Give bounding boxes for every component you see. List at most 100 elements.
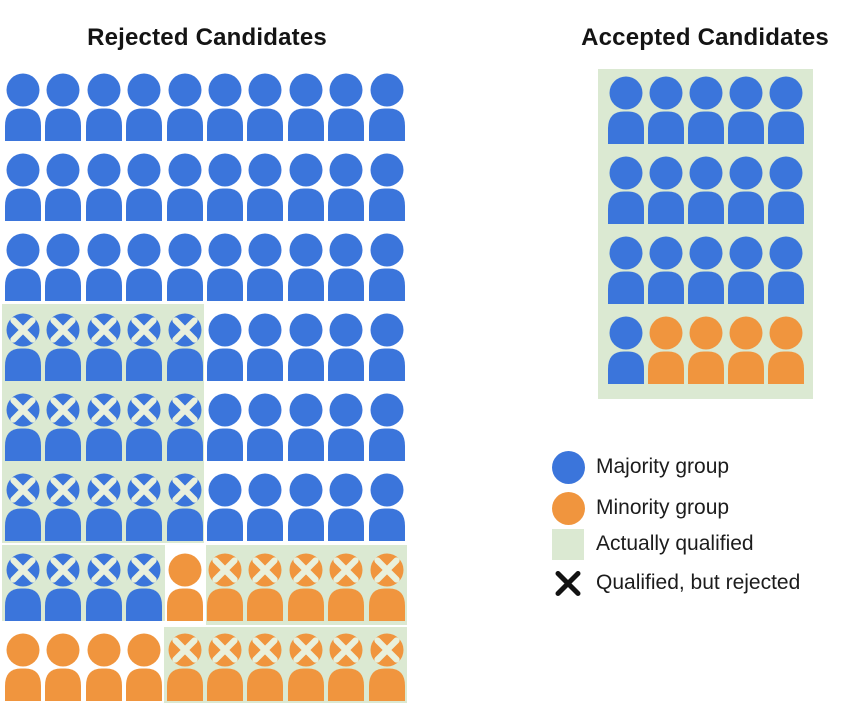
person-majority-icon [327, 393, 365, 461]
rejected-chart-title: Rejected Candidates [87, 24, 327, 51]
person-minority-x-icon [287, 633, 325, 701]
person-majority-icon [647, 156, 685, 224]
person-minority-icon [647, 316, 685, 384]
person-majority-icon [125, 233, 163, 301]
person-majority-icon [607, 316, 645, 384]
person-minority-icon [166, 553, 204, 621]
person-majority-x-icon [44, 553, 82, 621]
majority-group-swatch-icon [552, 450, 585, 484]
person-majority-icon [206, 313, 244, 381]
person-majority-icon [727, 236, 765, 304]
person-majority-x-icon [125, 313, 163, 381]
person-majority-x-icon [85, 473, 123, 541]
person-majority-x-icon [125, 553, 163, 621]
person-minority-x-icon [166, 633, 204, 701]
person-majority-icon [287, 153, 325, 221]
person-majority-icon [607, 156, 645, 224]
person-majority-icon [368, 73, 406, 141]
person-minority-x-icon [206, 553, 244, 621]
person-majority-x-icon [4, 393, 42, 461]
person-majority-icon [44, 233, 82, 301]
person-majority-x-icon [85, 313, 123, 381]
person-majority-icon [767, 156, 805, 224]
person-majority-icon [206, 393, 244, 461]
person-majority-icon [85, 153, 123, 221]
legend-label-majority: Majority group [596, 455, 730, 478]
person-majority-icon [687, 76, 725, 144]
actually-qualified-swatch-icon [552, 528, 584, 560]
person-majority-icon [166, 73, 204, 141]
person-majority-icon [607, 76, 645, 144]
person-majority-icon [327, 73, 365, 141]
person-majority-icon [85, 233, 123, 301]
person-majority-icon [246, 73, 284, 141]
person-majority-icon [44, 153, 82, 221]
person-majority-icon [85, 73, 123, 141]
person-majority-icon [327, 153, 365, 221]
legend-item-rejected-x: Qualified, but rejected [552, 566, 800, 600]
person-minority-icon [767, 316, 805, 384]
person-majority-icon [166, 233, 204, 301]
person-minority-icon [4, 633, 42, 701]
person-minority-x-icon [246, 633, 284, 701]
person-majority-icon [4, 73, 42, 141]
x-mark-icon [555, 570, 581, 596]
minority-group-swatch-icon [552, 491, 585, 525]
person-majority-icon [44, 73, 82, 141]
person-minority-x-icon [327, 553, 365, 621]
legend-label-rejected-x: Qualified, but rejected [596, 571, 801, 594]
person-majority-icon [287, 73, 325, 141]
person-majority-x-icon [44, 473, 82, 541]
person-minority-x-icon [327, 633, 365, 701]
person-majority-icon [246, 153, 284, 221]
person-majority-x-icon [44, 313, 82, 381]
person-majority-icon [246, 393, 284, 461]
person-majority-icon [246, 313, 284, 381]
person-majority-icon [327, 313, 365, 381]
person-majority-icon [166, 153, 204, 221]
qualified-zone [164, 627, 407, 703]
legend-item-majority: Majority group [552, 450, 729, 484]
person-majority-x-icon [125, 473, 163, 541]
person-majority-x-icon [44, 393, 82, 461]
person-majority-icon [368, 233, 406, 301]
person-majority-icon [647, 236, 685, 304]
person-majority-icon [206, 473, 244, 541]
person-majority-icon [327, 233, 365, 301]
person-majority-icon [206, 153, 244, 221]
person-majority-icon [287, 393, 325, 461]
person-majority-icon [368, 473, 406, 541]
person-majority-icon [287, 473, 325, 541]
person-majority-x-icon [85, 393, 123, 461]
person-majority-icon [727, 156, 765, 224]
accepted-chart-title: Accepted Candidates [581, 24, 829, 51]
person-majority-icon [287, 313, 325, 381]
person-majority-icon [246, 473, 284, 541]
legend-item-qualified: Actually qualified [552, 527, 754, 561]
person-minority-x-icon [368, 633, 406, 701]
person-minority-icon [727, 316, 765, 384]
person-majority-icon [767, 76, 805, 144]
person-majority-icon [687, 156, 725, 224]
person-majority-icon [206, 233, 244, 301]
person-majority-icon [4, 153, 42, 221]
person-minority-x-icon [368, 553, 406, 621]
person-minority-icon [125, 633, 163, 701]
person-majority-x-icon [125, 393, 163, 461]
person-majority-icon [206, 73, 244, 141]
person-majority-icon [4, 233, 42, 301]
person-majority-icon [607, 236, 645, 304]
person-majority-icon [687, 236, 725, 304]
person-majority-icon [246, 233, 284, 301]
person-majority-x-icon [166, 313, 204, 381]
legend-label-qualified: Actually qualified [596, 532, 754, 555]
person-majority-x-icon [166, 393, 204, 461]
person-majority-icon [368, 153, 406, 221]
person-minority-x-icon [206, 633, 244, 701]
person-majority-icon [368, 313, 406, 381]
person-minority-icon [85, 633, 123, 701]
person-minority-icon [44, 633, 82, 701]
person-majority-icon [727, 76, 765, 144]
